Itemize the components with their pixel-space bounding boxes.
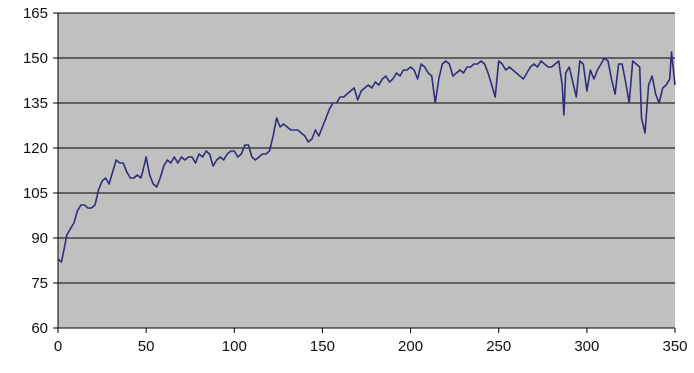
x-tick-label: 350: [662, 338, 687, 355]
y-tick-label: 90: [31, 230, 48, 247]
x-tick-label: 300: [574, 338, 599, 355]
x-tick-label: 250: [486, 338, 511, 355]
x-tick-label: 150: [310, 338, 335, 355]
x-tick-label: 100: [222, 338, 247, 355]
y-tick-label: 135: [23, 95, 48, 112]
x-axis-tick-labels: 0 50 100 150 200 250 300 350: [54, 328, 688, 355]
gridlines: [53, 12, 675, 329]
y-tick-label: 60: [31, 320, 48, 337]
y-tick-label: 75: [31, 275, 48, 292]
y-tick-label: 105: [23, 185, 48, 202]
y-tick-label: 150: [23, 50, 48, 67]
y-tick-label: 165: [23, 5, 48, 22]
x-tick-label: 50: [138, 338, 155, 355]
plot-area: [58, 13, 675, 328]
x-tick-label: 0: [54, 338, 62, 355]
y-axis-tick-labels: 60 75 90 105 120 135 150 165: [23, 5, 48, 337]
y-tick-label: 120: [23, 140, 48, 157]
series-line: [57, 51, 676, 263]
x-tick-label: 200: [398, 338, 423, 355]
